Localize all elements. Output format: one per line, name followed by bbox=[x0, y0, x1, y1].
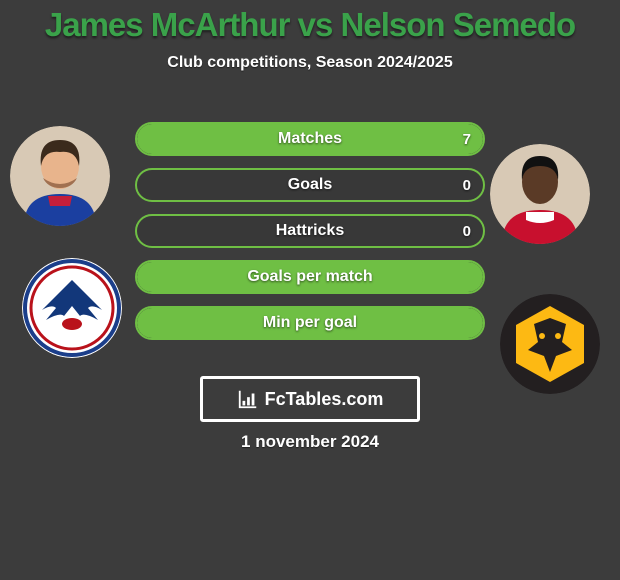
player-left-avatar bbox=[10, 126, 110, 226]
club-right-badge-svg bbox=[500, 294, 600, 394]
player-left-avatar-svg bbox=[10, 126, 110, 226]
player-right-avatar bbox=[490, 144, 590, 244]
brand-box: FcTables.com bbox=[200, 376, 420, 422]
stat-label: Goals bbox=[137, 170, 483, 200]
stat-row: Goals0 bbox=[135, 168, 485, 202]
stat-row: Min per goal bbox=[135, 306, 485, 340]
chart-icon bbox=[237, 388, 259, 410]
stat-row: Goals per match bbox=[135, 260, 485, 294]
club-right-badge bbox=[500, 294, 600, 394]
player-right-avatar-svg bbox=[490, 144, 590, 244]
date-line: 1 november 2024 bbox=[0, 432, 620, 452]
stat-value-right: 0 bbox=[463, 216, 471, 246]
stats-area: Matches7Goals0Hattricks0Goals per matchM… bbox=[135, 122, 485, 352]
stat-label: Matches bbox=[137, 124, 483, 154]
stat-row: Hattricks0 bbox=[135, 214, 485, 248]
subtitle: Club competitions, Season 2024/2025 bbox=[0, 54, 620, 72]
club-left-badge-svg bbox=[22, 258, 122, 358]
brand-name: FcTables.com bbox=[265, 389, 384, 410]
stat-value-right: 7 bbox=[463, 124, 471, 154]
stat-value-right: 0 bbox=[463, 170, 471, 200]
stat-label: Goals per match bbox=[137, 262, 483, 292]
stat-row: Matches7 bbox=[135, 122, 485, 156]
page-title: James McArthur vs Nelson Semedo bbox=[0, 0, 620, 44]
title-player2: Nelson Semedo bbox=[341, 6, 576, 43]
stat-label: Hattricks bbox=[137, 216, 483, 246]
stat-label: Min per goal bbox=[137, 308, 483, 338]
title-vs: vs bbox=[298, 6, 333, 43]
club-left-badge bbox=[22, 258, 122, 358]
title-player1: James McArthur bbox=[45, 6, 290, 43]
